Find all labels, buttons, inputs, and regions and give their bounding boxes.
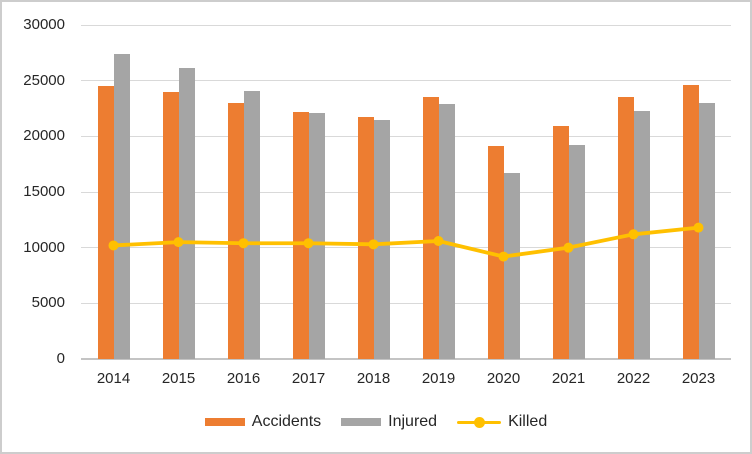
bar-accidents-2019 xyxy=(422,97,439,359)
x-category-label: 2023 xyxy=(681,370,716,387)
bar-accidents-2015 xyxy=(162,91,179,359)
killed-marker-2022 xyxy=(628,229,639,240)
y-tick-label: 5000 xyxy=(31,294,65,312)
bar-injured-2014 xyxy=(113,53,130,359)
killed-marker-2018 xyxy=(368,239,379,250)
x-category-label: 2017 xyxy=(291,370,326,387)
gridline xyxy=(81,80,731,82)
legend-label-killed: Killed xyxy=(508,413,548,430)
bar-injured-2023 xyxy=(698,102,715,359)
bar-accidents-2017 xyxy=(292,111,309,359)
bar-injured-2016 xyxy=(243,90,260,359)
x-category-label: 2018 xyxy=(356,370,391,387)
bar-injured-2017 xyxy=(308,112,325,359)
legend-item-killed: Killed xyxy=(457,412,547,432)
bar-accidents-2020 xyxy=(487,146,504,359)
gridline xyxy=(81,247,731,249)
gridline xyxy=(81,24,731,26)
x-category-label: 2022 xyxy=(616,370,651,387)
bar-injured-2020 xyxy=(503,173,520,359)
x-category-label: 2020 xyxy=(486,370,521,387)
y-axis: 30000 25000 20000 15000 10000 5000 0 xyxy=(2,2,65,402)
killed-marker-2017 xyxy=(303,238,314,249)
killed-marker-2020 xyxy=(498,251,509,262)
legend-item-accidents: Accidents xyxy=(204,412,322,432)
killed-marker-2015 xyxy=(173,237,184,248)
x-category-label: 2016 xyxy=(226,370,261,387)
bar-accidents-2016 xyxy=(227,102,244,359)
y-tick-label: 0 xyxy=(56,350,65,367)
bar-accidents-2023 xyxy=(682,85,699,359)
injured-swatch xyxy=(341,418,382,426)
x-axis: 2014 2015 2016 2017 2018 2019 2020 2021 … xyxy=(81,370,731,390)
y-tick-label: 15000 xyxy=(23,183,65,200)
legend-label-injured: Injured xyxy=(388,413,438,430)
bar-accidents-2014 xyxy=(97,86,114,359)
accidents-swatch xyxy=(204,418,245,426)
killed-swatch-dot xyxy=(474,417,486,428)
y-tick-label: 10000 xyxy=(23,238,65,256)
legend-label-accidents: Accidents xyxy=(251,413,322,430)
plot-area xyxy=(81,24,731,360)
gridline xyxy=(81,135,731,137)
killed-line xyxy=(111,225,701,259)
killed-line-layer xyxy=(108,222,704,262)
killed-marker-2023 xyxy=(693,222,704,233)
y-tick-label: 20000 xyxy=(23,127,65,145)
legend-item-injured: Injured xyxy=(341,412,437,432)
legend: Accidents Injured Killed xyxy=(2,409,750,435)
bar-accidents-2021 xyxy=(552,126,569,359)
bar-accidents-2018 xyxy=(357,117,374,359)
bar-injured-2021 xyxy=(568,145,585,359)
y-tick-label: 25000 xyxy=(23,71,65,89)
bar-injured-2018 xyxy=(373,119,390,359)
x-category-label: 2015 xyxy=(161,370,196,387)
killed-marker-2014 xyxy=(108,240,119,251)
bar-injured-2015 xyxy=(178,68,195,359)
x-category-label: 2019 xyxy=(421,370,456,387)
killed-marker-2016 xyxy=(238,238,249,249)
gridline xyxy=(81,191,731,193)
killed-marker-2021 xyxy=(563,242,574,253)
killed-swatch xyxy=(457,416,502,428)
bar-injured-2019 xyxy=(438,104,455,359)
gridline xyxy=(81,302,731,304)
killed-marker-2019 xyxy=(433,235,444,246)
bar-accidents-2022 xyxy=(617,97,634,359)
x-category-label: 2021 xyxy=(551,370,586,387)
y-tick-label: 30000 xyxy=(23,16,65,33)
x-axis-line xyxy=(81,358,731,360)
x-category-label: 2014 xyxy=(96,370,131,387)
